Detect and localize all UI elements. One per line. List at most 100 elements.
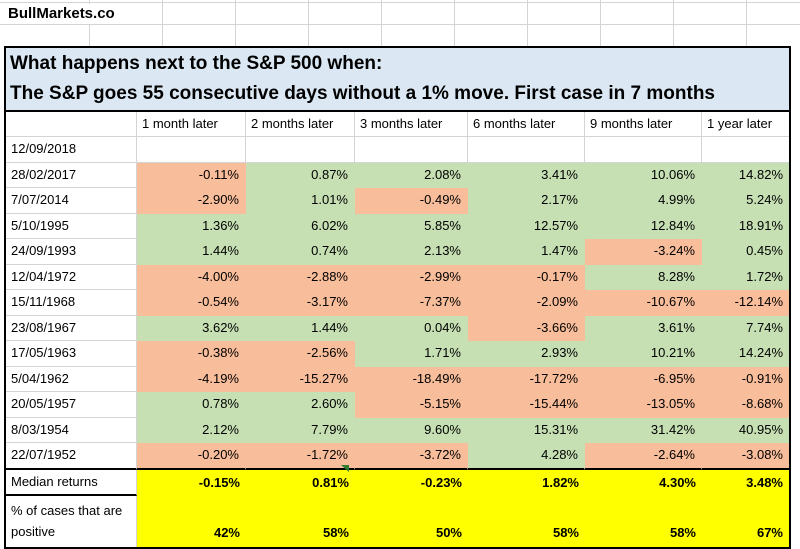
return-cell[interactable]: 14.24% xyxy=(702,341,789,367)
return-cell[interactable]: 2.12% xyxy=(137,417,246,443)
return-cell[interactable]: -3.17% xyxy=(246,290,355,316)
return-cell[interactable]: -3.24% xyxy=(585,239,702,265)
return-cell[interactable]: 15.31% xyxy=(468,417,585,443)
date-cell[interactable]: 5/04/1962 xyxy=(6,366,137,392)
return-cell[interactable]: -0.38% xyxy=(137,341,246,367)
return-cell[interactable]: -15.27% xyxy=(246,366,355,392)
return-cell[interactable]: -12.14% xyxy=(702,290,789,316)
median-returns-label[interactable]: Median returns xyxy=(6,469,137,496)
return-cell[interactable]: -4.00% xyxy=(137,264,246,290)
date-cell[interactable]: 17/05/1963 xyxy=(6,341,137,367)
return-cell[interactable] xyxy=(702,137,789,163)
date-cell[interactable]: 12/09/2018 xyxy=(6,137,137,163)
return-cell[interactable]: 1.47% xyxy=(468,239,585,265)
return-cell[interactable]: 2.60% xyxy=(246,392,355,418)
median-cell[interactable]: 3.48% xyxy=(702,469,789,496)
return-cell[interactable]: 1.44% xyxy=(137,239,246,265)
return-cell[interactable]: -0.11% xyxy=(137,162,246,188)
median-cell[interactable]: 0.81% xyxy=(246,469,355,496)
table-title-box[interactable]: What happens next to the S&P 500 when: T… xyxy=(6,48,789,112)
return-cell[interactable]: -6.95% xyxy=(585,366,702,392)
column-header-cell[interactable]: 1 month later xyxy=(137,112,246,137)
return-cell[interactable]: -15.44% xyxy=(468,392,585,418)
return-cell[interactable]: 3.41% xyxy=(468,162,585,188)
date-cell[interactable]: 15/11/1968 xyxy=(6,290,137,316)
return-cell[interactable]: 0.74% xyxy=(246,239,355,265)
return-cell[interactable]: 7.79% xyxy=(246,417,355,443)
return-cell[interactable]: 9.60% xyxy=(355,417,468,443)
date-cell[interactable]: 8/03/1954 xyxy=(6,417,137,443)
return-cell[interactable]: 0.78% xyxy=(137,392,246,418)
return-cell[interactable]: 2.17% xyxy=(468,188,585,214)
return-cell[interactable]: 4.99% xyxy=(585,188,702,214)
date-cell[interactable]: 23/08/1967 xyxy=(6,315,137,341)
return-cell[interactable]: 31.42% xyxy=(585,417,702,443)
return-cell[interactable]: 10.21% xyxy=(585,341,702,367)
return-cell[interactable]: -5.15% xyxy=(355,392,468,418)
date-cell[interactable]: 28/02/2017 xyxy=(6,162,137,188)
return-cell[interactable] xyxy=(355,137,468,163)
date-cell[interactable]: 5/10/1995 xyxy=(6,213,137,239)
return-cell[interactable]: 1.44% xyxy=(246,315,355,341)
return-cell[interactable]: -3.66% xyxy=(468,315,585,341)
brand-cell[interactable]: BullMarkets.co xyxy=(8,4,125,24)
return-cell[interactable] xyxy=(585,137,702,163)
return-cell[interactable]: 2.93% xyxy=(468,341,585,367)
return-cell[interactable]: -4.19% xyxy=(137,366,246,392)
return-cell[interactable]: 18.91% xyxy=(702,213,789,239)
return-cell[interactable]: 12.84% xyxy=(585,213,702,239)
column-header-cell[interactable]: 9 months later xyxy=(585,112,702,137)
return-cell[interactable]: 0.04% xyxy=(355,315,468,341)
return-cell[interactable]: -0.91% xyxy=(702,366,789,392)
return-cell[interactable]: -0.17% xyxy=(468,264,585,290)
column-header-cell[interactable]: 6 months later xyxy=(468,112,585,137)
return-cell[interactable]: -10.67% xyxy=(585,290,702,316)
date-cell[interactable]: 20/05/1957 xyxy=(6,392,137,418)
return-cell[interactable]: -0.49% xyxy=(355,188,468,214)
return-cell[interactable]: 1.71% xyxy=(355,341,468,367)
percent-cell[interactable]: 42% xyxy=(137,495,246,547)
date-cell[interactable]: 7/07/2014 xyxy=(6,188,137,214)
percent-cell[interactable]: 58% xyxy=(585,495,702,547)
return-cell[interactable]: 12.57% xyxy=(468,213,585,239)
date-cell[interactable]: 24/09/1993 xyxy=(6,239,137,265)
return-cell[interactable]: 6.02% xyxy=(246,213,355,239)
column-header-cell[interactable]: 1 year later xyxy=(702,112,789,137)
return-cell[interactable]: 1.72% xyxy=(702,264,789,290)
return-cell[interactable]: -17.72% xyxy=(468,366,585,392)
return-cell[interactable]: -2.90% xyxy=(137,188,246,214)
return-cell[interactable] xyxy=(137,137,246,163)
percent-cell[interactable]: 58% xyxy=(246,495,355,547)
return-cell[interactable]: 2.13% xyxy=(355,239,468,265)
median-cell[interactable]: 1.82% xyxy=(468,469,585,496)
return-cell[interactable]: -18.49% xyxy=(355,366,468,392)
return-cell[interactable]: 1.36% xyxy=(137,213,246,239)
return-cell[interactable]: 3.61% xyxy=(585,315,702,341)
return-cell[interactable]: 0.87% xyxy=(246,162,355,188)
return-cell[interactable] xyxy=(468,137,585,163)
date-cell[interactable]: 22/07/1952 xyxy=(6,443,137,470)
return-cell[interactable]: -1.72% xyxy=(246,443,355,470)
median-cell[interactable]: -0.23% xyxy=(355,469,468,496)
return-cell[interactable]: -0.54% xyxy=(137,290,246,316)
return-cell[interactable]: -2.99% xyxy=(355,264,468,290)
median-cell[interactable]: -0.15% xyxy=(137,469,246,496)
return-cell[interactable]: 3.62% xyxy=(137,315,246,341)
return-cell[interactable]: 14.82% xyxy=(702,162,789,188)
return-cell[interactable]: 2.08% xyxy=(355,162,468,188)
return-cell[interactable]: 4.28% xyxy=(468,443,585,470)
return-cell[interactable]: 0.45% xyxy=(702,239,789,265)
return-cell[interactable]: -3.08% xyxy=(702,443,789,470)
percent-positive-label[interactable]: % of cases that are positive xyxy=(6,495,137,547)
return-cell[interactable]: 5.24% xyxy=(702,188,789,214)
return-cell[interactable]: 8.28% xyxy=(585,264,702,290)
return-cell[interactable]: -2.09% xyxy=(468,290,585,316)
return-cell[interactable]: -0.20% xyxy=(137,443,246,470)
percent-cell[interactable]: 67% xyxy=(702,495,789,547)
return-cell[interactable]: 7.74% xyxy=(702,315,789,341)
column-header-cell[interactable]: 3 months later xyxy=(355,112,468,137)
percent-cell[interactable]: 50% xyxy=(355,495,468,547)
return-cell[interactable]: -3.72% xyxy=(355,443,468,470)
return-cell[interactable] xyxy=(246,137,355,163)
return-cell[interactable]: -2.64% xyxy=(585,443,702,470)
